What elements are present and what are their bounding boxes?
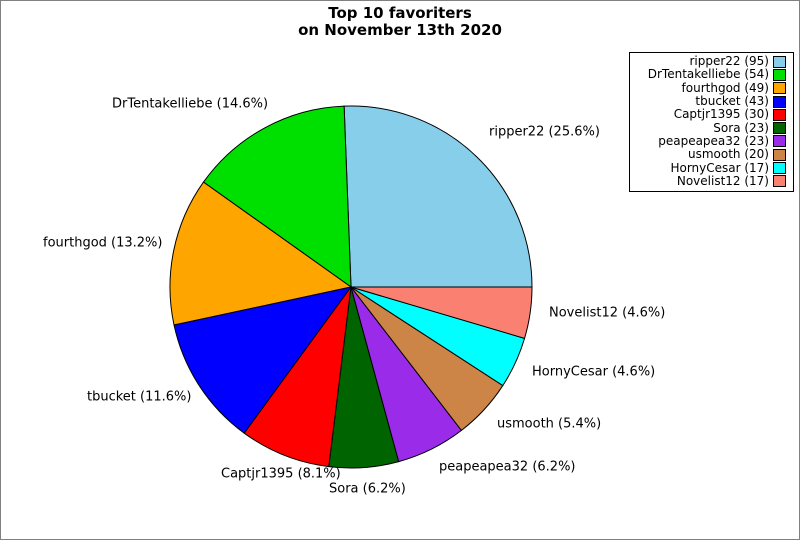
- pie-label-tbucket: tbucket (11.6%): [87, 389, 192, 405]
- legend-swatch-DrTentakelliebe: [773, 68, 786, 81]
- pie-slice-Captjr1395: [243, 285, 352, 468]
- pie-slice-tbucket: [173, 286, 353, 434]
- legend-swatch-fourthgod: [773, 82, 786, 95]
- chart-title: Top 10 favoriters on November 13th 2020: [1, 5, 799, 39]
- pie-label-usmooth: usmooth (5.4%): [497, 416, 602, 432]
- pie-label-ripper22: ripper22 (25.6%): [489, 124, 600, 140]
- legend-swatch-ripper22: [773, 55, 786, 68]
- legend-row-Novelist12: Novelist12 (17): [634, 173, 786, 188]
- legend-label: tbucket (43): [695, 94, 769, 109]
- legend-row-Captjr1395: Captjr1395 (30): [634, 108, 786, 121]
- legend-label: usmooth (20): [688, 147, 769, 162]
- legend-label: Novelist12 (17): [676, 173, 769, 188]
- legend-row-peapeapea32: peapeapea32 (23): [634, 133, 786, 148]
- pie-label-Novelist12: Novelist12 (4.6%): [549, 305, 666, 321]
- legend-label: Captjr1395 (30): [673, 107, 769, 122]
- chart-title-line1: Top 10 favoriters: [328, 4, 472, 22]
- legend-swatch-Captjr1395: [773, 108, 786, 121]
- legend-label: ripper22 (95): [689, 54, 769, 69]
- pie-slice-fourthgod: [169, 181, 353, 326]
- legend-row-DrTentakelliebe: DrTentakelliebe (54): [634, 68, 786, 81]
- legend-label: peapeapea32 (23): [658, 133, 769, 148]
- pie-label-peapeapea32: peapeapea32 (6.2%): [439, 459, 576, 475]
- legend-label: HornyCesar (17): [670, 160, 769, 175]
- legend-swatch-HornyCesar: [773, 162, 786, 175]
- legend-box: ripper22 (95) DrTentakelliebe (54) fourthg…: [629, 52, 794, 192]
- legend-swatch-usmooth: [773, 148, 786, 161]
- legend-row-HornyCesar: HornyCesar (17): [634, 160, 786, 175]
- legend-label: Sora (23): [713, 120, 769, 135]
- chart-title-line2: on November 13th 2020: [298, 21, 502, 39]
- pie-slice-Novelist12: [350, 286, 533, 340]
- legend-row-usmooth: usmooth (20): [634, 148, 786, 161]
- legend-label: fourthgod (49): [681, 80, 769, 95]
- pie-slice-DrTentakelliebe: [202, 105, 352, 288]
- pie-label-HornyCesar: HornyCesar (4.6%): [532, 364, 656, 380]
- legend-swatch-tbucket: [773, 95, 786, 108]
- pie-label-DrTentakelliebe: DrTentakelliebe (14.6%): [112, 96, 269, 112]
- legend-row-ripper22: ripper22 (95): [634, 55, 786, 68]
- legend-swatch-peapeapea32: [773, 135, 786, 148]
- legend-row-fourthgod: fourthgod (49): [634, 80, 786, 95]
- pie-label-Sora: Sora (6.2%): [329, 481, 406, 497]
- pie-label-Captjr1395: Captjr1395 (8.1%): [221, 466, 341, 482]
- pie-label-fourthgod: fourthgod (13.2%): [43, 235, 163, 251]
- pie-slice-ripper22: [343, 105, 533, 288]
- legend-row-tbucket: tbucket (43): [634, 95, 786, 108]
- legend-row-Sora: Sora (23): [634, 120, 786, 135]
- legend-label: DrTentakelliebe (54): [647, 67, 769, 82]
- legend-swatch-Novelist12: [773, 175, 786, 188]
- legend-swatch-Sora: [773, 122, 786, 135]
